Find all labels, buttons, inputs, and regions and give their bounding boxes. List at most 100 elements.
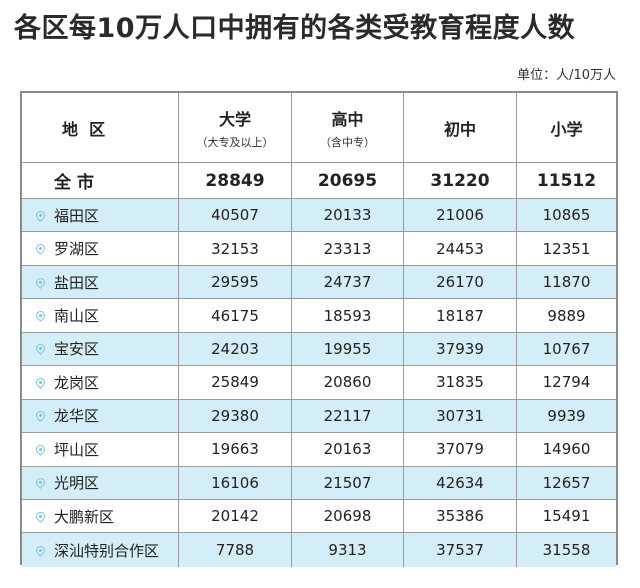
header-high-sub: （含中专） (320, 135, 375, 149)
district-cell: 龙华区 (22, 399, 179, 433)
primary-cell: 31558 (542, 541, 591, 560)
college-cell: 29380 (179, 399, 292, 433)
district-cell: 光明区 (22, 466, 179, 499)
header-high: 高中 （含中专） (292, 93, 404, 162)
location-pin-icon (34, 242, 47, 256)
total-label: 全市 (22, 163, 179, 198)
location-pin-icon (34, 342, 47, 356)
district-cell: 福田区 (22, 199, 179, 232)
college-cell: 19663 (179, 433, 292, 466)
header-college: 大学 （大专及以上） (179, 93, 292, 162)
table-row: 盐田区 29595 24737 26170 11870 (22, 265, 616, 300)
header-high-label: 高中 (331, 109, 364, 129)
college-cell: 40507 (179, 199, 292, 232)
middle-cell: 37939 (404, 332, 517, 366)
page-title: 各区每10万人口中拥有的各类受教育程度人数 (14, 13, 576, 44)
middle-cell: 18187 (404, 299, 517, 332)
location-pin-icon (34, 442, 47, 456)
table-row: 龙岗区 25849 20860 31835 12794 (22, 366, 616, 400)
college-cell: 20142 (179, 499, 292, 533)
college-cell: 32153 (179, 232, 292, 265)
primary-cell: 11870 (542, 273, 591, 292)
district-name: 宝安区 (54, 340, 100, 359)
table-row: 罗湖区 32153 23313 24453 12351 (22, 232, 616, 266)
middle-cell: 42634 (404, 466, 517, 499)
table-row: 龙华区 29380 22117 30731 9939 (22, 399, 616, 434)
college-cell: 25849 (179, 366, 292, 399)
high-cell: 20163 (292, 433, 404, 466)
middle-cell: 24453 (404, 232, 517, 265)
high-cell: 18593 (292, 299, 404, 332)
table-row: 宝安区 24203 19955 37939 10767 (22, 332, 616, 367)
high-cell: 19955 (292, 332, 404, 366)
district-name: 坪山区 (54, 440, 100, 459)
district-name: 南山区 (54, 307, 100, 326)
location-pin-icon (34, 208, 47, 222)
middle-cell: 35386 (404, 499, 517, 533)
table-row: 光明区 16106 21507 42634 12657 (22, 466, 616, 500)
college-cell: 16106 (179, 466, 292, 499)
location-pin-icon (34, 376, 47, 389)
primary-cell: 15491 (542, 507, 591, 526)
high-cell: 9313 (292, 533, 404, 567)
table-row: 坪山区 19663 20163 37079 14960 (22, 433, 616, 467)
high-cell: 22117 (292, 399, 404, 433)
table-row: 大鹏新区 20142 20698 35386 15491 (22, 499, 616, 534)
header-primary-label: 小学 (550, 119, 583, 139)
middle-cell: 37079 (404, 433, 517, 466)
primary-cell: 12351 (542, 239, 591, 258)
district-cell: 龙岗区 (22, 366, 179, 399)
location-pin-icon (34, 543, 47, 557)
district-name: 罗湖区 (54, 240, 100, 259)
district-name: 盐田区 (54, 273, 100, 292)
header-middle: 初中 (404, 93, 517, 162)
location-pin-icon (34, 509, 47, 523)
middle-cell: 30731 (404, 399, 517, 433)
high-cell: 20860 (292, 366, 404, 399)
college-cell: 7788 (179, 533, 292, 567)
high-cell: 21507 (292, 466, 404, 499)
location-pin-icon (34, 476, 47, 490)
district-cell: 宝安区 (22, 332, 179, 366)
primary-cell: 12794 (542, 373, 591, 392)
high-cell: 20133 (292, 199, 404, 232)
table-row: 福田区 40507 20133 21006 10865 (22, 199, 616, 233)
header-college-sub: （大专及以上） (196, 135, 274, 149)
total-college: 28849 (179, 163, 292, 198)
location-pin-icon (34, 309, 47, 322)
district-cell: 盐田区 (22, 265, 179, 299)
header-college-label: 大学 (218, 109, 251, 129)
primary-cell: 14960 (542, 440, 591, 459)
header-district-label: 地 区 (62, 119, 106, 139)
college-cell: 46175 (179, 299, 292, 332)
district-cell: 大鹏新区 (22, 499, 179, 533)
college-cell: 24203 (179, 332, 292, 366)
header-middle-label: 初中 (443, 119, 476, 139)
district-cell: 坪山区 (22, 433, 179, 466)
table-header-row: 地 区 大学 （大专及以上） 高中 （含中专） 初中 小学 (22, 93, 616, 163)
middle-cell: 31835 (404, 366, 517, 399)
district-name: 龙岗区 (54, 373, 100, 392)
header-district: 地 区 (22, 93, 179, 162)
district-name: 福田区 (54, 206, 100, 225)
primary-cell: 9889 (547, 306, 586, 325)
middle-cell: 21006 (404, 199, 517, 232)
district-name: 龙华区 (54, 407, 100, 426)
district-name: 大鹏新区 (54, 507, 115, 526)
primary-cell: 12657 (542, 473, 591, 492)
table-total-row: 全市 28849 20695 31220 11512 (22, 163, 616, 199)
total-high: 20695 (292, 163, 404, 198)
district-name: 光明区 (54, 474, 100, 493)
high-cell: 20698 (292, 499, 404, 533)
middle-cell: 37537 (404, 533, 517, 567)
college-cell: 29595 (179, 265, 292, 299)
education-table: 地 区 大学 （大专及以上） 高中 （含中专） 初中 小学 全市 28849 2… (20, 91, 618, 567)
table-row: 深汕特别合作区 7788 9313 37537 31558 (22, 533, 616, 567)
middle-cell: 26170 (404, 265, 517, 299)
high-cell: 24737 (292, 265, 404, 299)
district-cell: 南山区 (22, 299, 179, 332)
unit-label: 单位：人/10万人 (517, 68, 616, 83)
district-cell: 深汕特别合作区 (22, 533, 179, 567)
district-name: 深汕特别合作区 (54, 541, 160, 560)
table-body: 福田区 40507 20133 21006 10865 罗湖区 32153 23… (22, 199, 616, 567)
